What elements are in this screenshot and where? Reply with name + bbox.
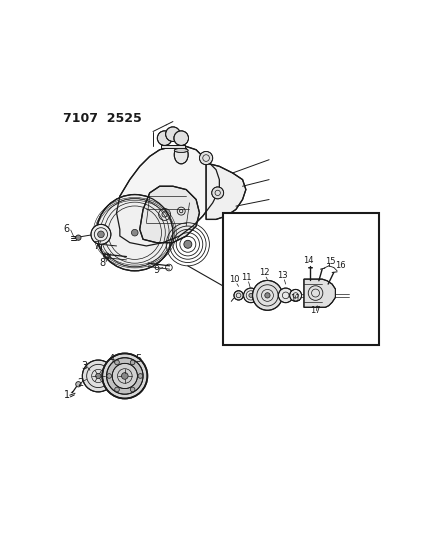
Text: 16: 16	[336, 261, 346, 270]
Circle shape	[184, 240, 192, 248]
Circle shape	[112, 364, 137, 389]
Text: 8: 8	[100, 258, 106, 268]
Polygon shape	[86, 367, 93, 381]
Circle shape	[98, 231, 104, 238]
Ellipse shape	[174, 146, 188, 164]
Text: 17: 17	[310, 306, 321, 315]
Text: 10: 10	[229, 275, 240, 284]
Circle shape	[97, 195, 173, 271]
Circle shape	[234, 290, 243, 300]
Ellipse shape	[174, 148, 188, 152]
Polygon shape	[140, 186, 199, 243]
Circle shape	[290, 289, 302, 301]
Circle shape	[107, 374, 112, 378]
Circle shape	[265, 293, 270, 298]
Circle shape	[131, 229, 138, 236]
Circle shape	[199, 151, 213, 165]
Circle shape	[174, 131, 188, 146]
Text: 1: 1	[64, 390, 71, 400]
Circle shape	[115, 360, 119, 365]
Text: 3: 3	[81, 361, 87, 371]
Polygon shape	[304, 279, 336, 308]
Text: 6: 6	[64, 224, 70, 233]
Circle shape	[278, 288, 293, 303]
Circle shape	[249, 293, 253, 297]
Polygon shape	[116, 147, 219, 246]
Circle shape	[82, 360, 114, 392]
Text: 14: 14	[303, 255, 313, 264]
Text: 5: 5	[135, 354, 141, 365]
Circle shape	[212, 187, 224, 199]
Circle shape	[76, 235, 81, 240]
Text: 11: 11	[290, 294, 300, 303]
Circle shape	[122, 373, 128, 379]
Circle shape	[130, 387, 135, 392]
Circle shape	[244, 288, 258, 303]
Text: 9: 9	[153, 265, 159, 275]
Circle shape	[76, 382, 81, 387]
Text: 4: 4	[108, 354, 115, 365]
Text: 15: 15	[325, 257, 336, 266]
Text: 7: 7	[93, 241, 100, 251]
Text: 2: 2	[77, 377, 83, 387]
Circle shape	[158, 131, 172, 146]
Circle shape	[115, 387, 119, 392]
Text: 13: 13	[277, 271, 288, 280]
Circle shape	[130, 360, 135, 365]
Circle shape	[166, 127, 180, 141]
Circle shape	[253, 280, 282, 310]
Text: 11: 11	[241, 273, 252, 282]
Bar	[223, 213, 378, 345]
Polygon shape	[206, 163, 246, 220]
Circle shape	[107, 358, 143, 394]
Circle shape	[91, 224, 111, 244]
Polygon shape	[161, 145, 184, 148]
Text: 7107  2525: 7107 2525	[63, 111, 142, 125]
Circle shape	[138, 374, 143, 378]
Text: 12: 12	[259, 268, 269, 277]
Circle shape	[95, 373, 101, 378]
Circle shape	[102, 353, 147, 399]
